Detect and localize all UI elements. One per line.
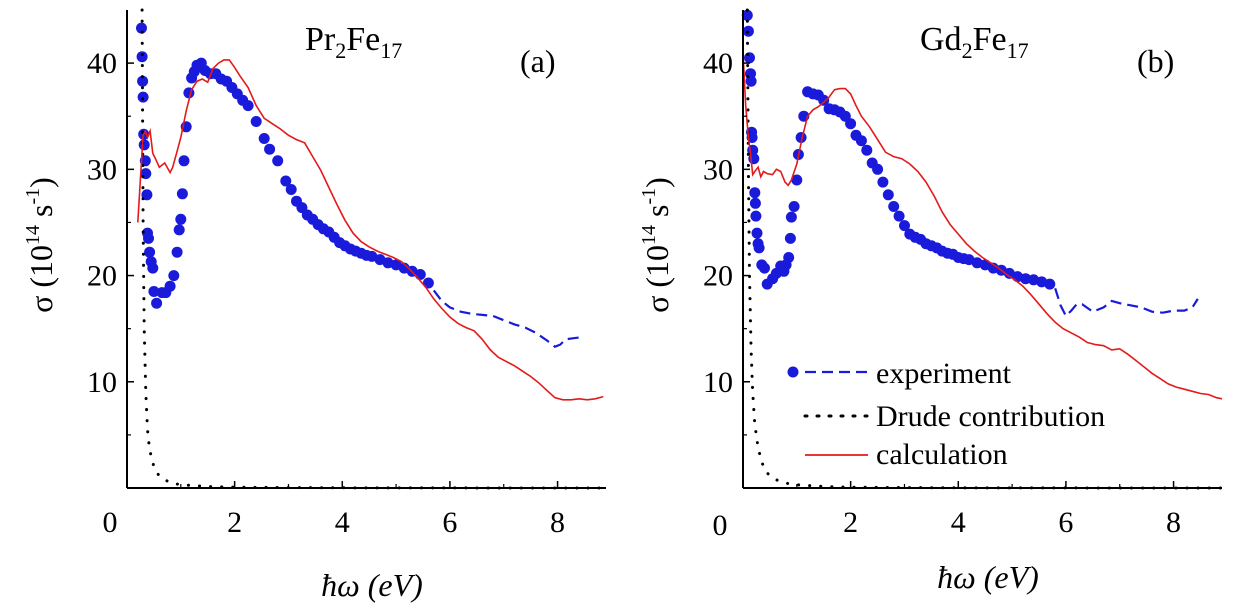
experiment-point-a (136, 51, 148, 63)
experiment-point-b (751, 227, 763, 239)
legend: experiment Drude contribution calculatio… (787, 357, 1105, 471)
experiment-point-b (888, 201, 900, 212)
experiment-point-a (151, 297, 163, 309)
legend-calculation-label: calculation (876, 438, 1008, 471)
experiment-point-b (893, 210, 905, 222)
experiment-dashed-line-b (1054, 287, 1199, 318)
experiment-point-a (173, 224, 185, 236)
tick-layer-a: 0 2 4 6 8 10 20 30 40 (87, 47, 565, 539)
experiment-point-b (1020, 273, 1032, 285)
x-tick-label: 4 (951, 506, 966, 539)
y-tick-label: 10 (87, 366, 117, 399)
experiment-point-b (845, 118, 857, 130)
experiment-point-b (795, 132, 807, 143)
experiment-point-b (899, 220, 910, 232)
x-axis-label-b: ħω (eV) (937, 559, 1039, 595)
y-tick-label: 40 (87, 47, 117, 80)
experiment-point-b (785, 211, 797, 223)
experiment-point-a (147, 262, 159, 274)
panel-label-b: (b) (1137, 43, 1174, 79)
experiment-point-a (178, 155, 190, 167)
experiment-point-a (168, 270, 180, 282)
chart-panel-b: Gd2Fe17 (b) σ (1014 s-1) ħω (eV) 0 2 4 6 8 10… (638, 8, 1224, 595)
drude-line-b (745, 8, 1224, 490)
x-tick-label: 4 (335, 506, 350, 539)
tick-layer-b: 0 2 4 6 8 10 20 30 40 (703, 47, 1181, 542)
experiment-point-a (175, 213, 187, 225)
experiment-point-b (784, 232, 796, 244)
experiment-point-a (250, 116, 262, 127)
data-layer-b (741, 8, 1224, 490)
experiment-point-b (749, 197, 761, 209)
experiment-point-b (750, 210, 762, 222)
x-tick-label: 6 (1058, 506, 1073, 539)
experiment-point-a (141, 189, 153, 201)
legend-experiment-label: experiment (876, 357, 1012, 390)
experiment-point-a (414, 269, 426, 280)
calculation-line-b (742, 52, 1223, 400)
experiment-point-a (422, 277, 434, 289)
experiment-point-b (783, 252, 795, 263)
experiment-point-a (137, 75, 149, 87)
panel-label-a: (a) (520, 43, 556, 79)
compound-label-a: Pr2Fe17 (305, 21, 402, 63)
x-tick-label: 8 (1166, 506, 1181, 539)
x-axis-label-a: ħω (eV) (321, 567, 423, 603)
x-tick-label: 2 (227, 506, 242, 539)
experiment-point-a (280, 175, 292, 187)
y-tick-label: 30 (87, 153, 117, 186)
experiment-point-b (861, 144, 873, 156)
experiment-point-a (176, 188, 188, 200)
x-tick-label: 0 (713, 509, 728, 542)
data-layer-a (136, 8, 608, 490)
experiment-point-b (791, 174, 803, 186)
y-tick-label: 20 (87, 260, 117, 293)
experiment-point-a (264, 143, 276, 155)
legend-drude-label: Drude contribution (876, 400, 1105, 433)
experiment-point-b (745, 75, 757, 87)
experiment-point-b (741, 9, 753, 21)
experiment-point-b (882, 189, 894, 201)
experiment-point-b (1044, 278, 1056, 290)
experiment-point-b (753, 242, 765, 254)
y-axis-label-b: σ (1014 s-1) (638, 177, 675, 313)
experiment-point-a (272, 155, 284, 167)
experiment-dashed-line-a (432, 289, 582, 348)
experiment-point-b (877, 176, 889, 188)
experiment-point-a (242, 100, 254, 112)
y-axis-label-a: σ (1014 s-1) (22, 177, 59, 313)
legend-experiment-dot (787, 366, 799, 378)
experiment-point-a (164, 280, 176, 292)
experiment-point-a (171, 246, 183, 258)
experiment-point-a (136, 22, 147, 34)
chart-panel-a: Pr2Fe17 (a) σ (1014 s-1) ħω (eV) 0 2 4 6 8 10… (22, 8, 608, 603)
experiment-point-a (285, 184, 297, 195)
experiment-point-b (788, 201, 800, 212)
experiment-point-b (749, 187, 761, 199)
experiment-point-b (818, 94, 830, 106)
y-tick-label: 20 (703, 260, 733, 293)
experiment-point-b (855, 135, 867, 147)
experiment-point-a (137, 91, 149, 103)
experiment-point-b (759, 262, 770, 274)
x-tick-label: 6 (442, 506, 457, 539)
experiment-point-a (143, 232, 154, 244)
x-tick-label: 0 (103, 506, 118, 539)
compound-label-b: Gd2Fe17 (920, 21, 1029, 63)
y-tick-label: 30 (703, 153, 733, 186)
x-tick-label: 2 (843, 506, 858, 539)
experiment-point-a (144, 246, 156, 258)
experiment-point-b (744, 52, 755, 64)
experiment-point-a (139, 155, 151, 167)
experiment-point-b (872, 163, 884, 175)
y-tick-label: 40 (703, 47, 733, 80)
experiment-point-a (148, 286, 160, 297)
calculation-line-a (137, 59, 604, 401)
experiment-point-a (138, 139, 150, 151)
experiment-point-a (258, 133, 270, 144)
x-tick-label: 8 (550, 506, 565, 539)
y-tick-label: 10 (703, 366, 733, 399)
